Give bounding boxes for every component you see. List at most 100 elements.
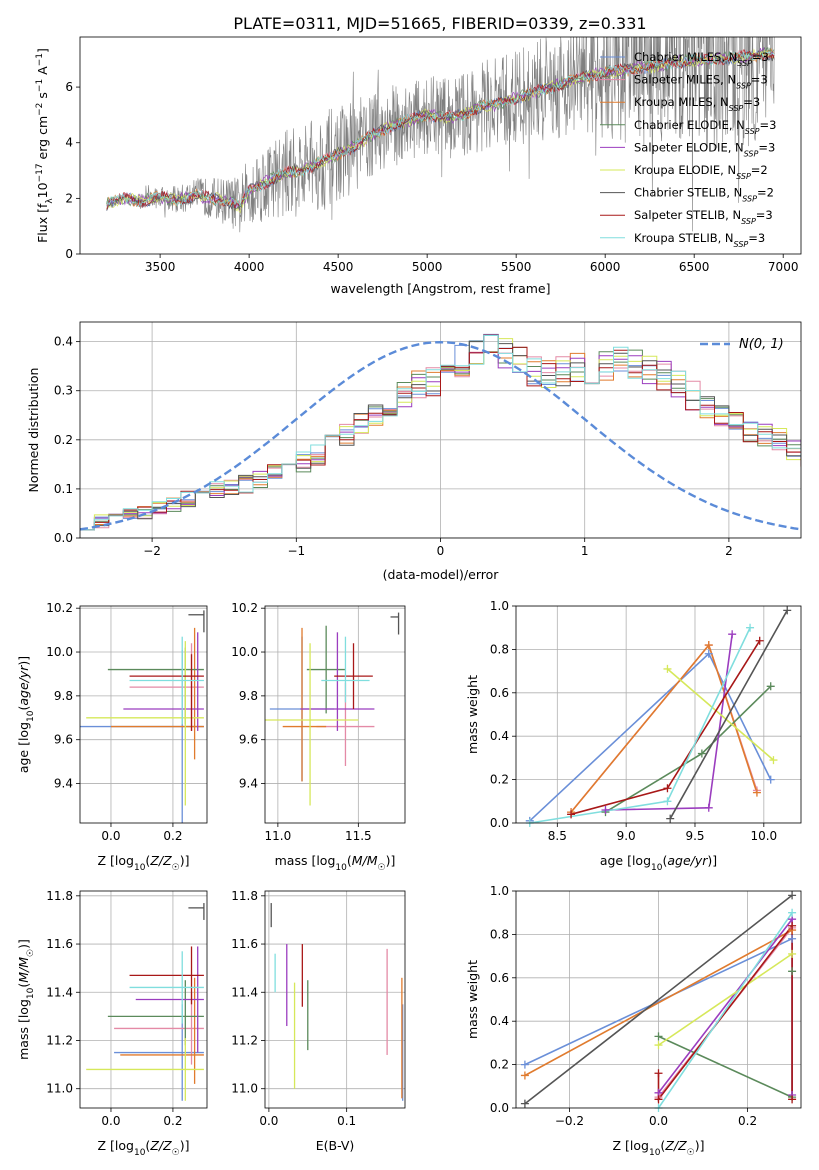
plot-area xyxy=(516,891,801,1108)
weight-marker xyxy=(788,967,797,976)
y-tick-label: 0.6 xyxy=(490,686,509,700)
y-tick-label: 11.8 xyxy=(46,889,73,903)
y-tick-label: 11.4 xyxy=(46,985,73,999)
panel-residuals: −2 −1 0 1 2 0.0 0.1 0.2 0.3 0.4 (data-model)/error… xyxy=(26,321,802,582)
legend-entry: Chabrier MILES, NSSP=3 xyxy=(634,50,769,68)
plot-area xyxy=(265,891,405,1108)
model-spectrum-kroupa-stelib xyxy=(106,51,775,208)
x-axis-label: E(B-V) xyxy=(316,1138,355,1153)
weight-line-kroupa-miles xyxy=(524,929,793,1077)
legend-entry: Chabrier STELIB, NSSP=2 xyxy=(634,186,774,204)
y-tick-label: 11.4 xyxy=(231,985,258,999)
panel-spectrum: 3500 4000 4500 5000 5500 6000 6500 7000 0 2 4 6 wave… xyxy=(35,36,802,296)
y-tick-label: 10.0 xyxy=(46,645,73,659)
weight-marker xyxy=(663,797,672,806)
legend-entry: Kroupa ELODIE, NSSP=2 xyxy=(634,163,768,181)
y-tick-label: 0.4 xyxy=(490,729,509,743)
x-axis-label: Z [log10(Z/Z☉)] xyxy=(613,1138,705,1158)
x-tick-label: 10.0 xyxy=(750,829,777,843)
x-tick-label: 11.0 xyxy=(265,829,292,843)
x-axis-label: Z [log10(Z/Z☉)] xyxy=(98,853,190,873)
y-tick-label: 6 xyxy=(65,80,73,94)
axes-frame xyxy=(264,890,406,1109)
y-tick-label: 1.0 xyxy=(490,884,509,898)
weight-marker xyxy=(769,756,778,765)
y-tick-label: 11.6 xyxy=(231,937,258,951)
y-tick-label: 10.2 xyxy=(46,601,73,615)
weight-marker xyxy=(788,908,797,917)
x-tick-label: 9.0 xyxy=(617,829,636,843)
x-tick-label: 4000 xyxy=(234,260,265,274)
plot-area xyxy=(80,891,207,1108)
y-tick-label: 2 xyxy=(65,191,73,205)
x-tick-label: 0.2 xyxy=(738,1114,757,1128)
x-tick-label: 0.2 xyxy=(163,829,182,843)
y-axis-label: mass [log10(M/M☉)] xyxy=(16,939,36,1060)
panel-age-vs-Z: 0.0 0.2 9.4 9.6 9.8 10.0 10.2 Z [log10(Z/Z☉)] ag… xyxy=(16,601,208,873)
legend: Chabrier MILES, NSSP=3 Salpeter MILES, NS… xyxy=(600,50,776,248)
observed-spectrum-line xyxy=(106,37,775,233)
x-tick-label: 11.5 xyxy=(345,829,372,843)
gaussian-curve xyxy=(80,340,801,531)
y-tick-label: 9.6 xyxy=(239,733,258,747)
axes-frame xyxy=(264,605,406,824)
y-tick-label: 11.2 xyxy=(231,1033,258,1047)
x-tick-label: 0 xyxy=(437,544,445,558)
x-tick-label: 2 xyxy=(725,544,733,558)
axes-frame xyxy=(515,605,802,824)
weight-marker xyxy=(788,891,797,900)
legend-entry: Salpeter ELODIE, NSSP=3 xyxy=(634,140,775,158)
x-tick-label: 7000 xyxy=(768,260,799,274)
weight-marker xyxy=(601,805,610,814)
weight-marker xyxy=(788,934,797,943)
weight-line-salpeter-stelib xyxy=(657,923,793,1102)
x-tick-label: 6000 xyxy=(590,260,621,274)
x-tick-label: 9.5 xyxy=(685,829,704,843)
axes-frame xyxy=(515,890,802,1109)
axes-frame xyxy=(79,605,208,824)
y-tick-label: 0.2 xyxy=(490,773,509,787)
x-tick-label: 1 xyxy=(581,544,589,558)
y-tick-label: 11.8 xyxy=(231,889,258,903)
weight-marker xyxy=(704,803,713,812)
weight-line-chabrier-stelib xyxy=(524,894,793,1105)
y-tick-label: 9.8 xyxy=(54,689,73,703)
y-tick-label: 11.6 xyxy=(46,937,73,951)
y-tick-label: 9.6 xyxy=(54,733,73,747)
y-axis-label: age [log10(age/yr)] xyxy=(16,656,36,773)
weight-marker xyxy=(663,784,672,793)
x-tick-label: 0.0 xyxy=(101,1114,120,1128)
x-tick-label: 0.1 xyxy=(337,1114,356,1128)
y-tick-label: 9.8 xyxy=(239,689,258,703)
weight-marker xyxy=(663,664,672,673)
x-tick-label: 5500 xyxy=(501,260,532,274)
y-tick-label: 0.8 xyxy=(490,642,509,656)
legend-entry: N(0, 1) xyxy=(739,337,784,352)
plot-area xyxy=(80,606,207,823)
y-tick-label: 0.2 xyxy=(490,1058,509,1072)
y-tick-label: 0.4 xyxy=(490,1014,509,1028)
legend-entry: Kroupa MILES, NSSP=3 xyxy=(634,95,760,113)
weight-marker xyxy=(654,1041,663,1050)
weight-marker xyxy=(728,630,737,639)
y-tick-label: 0.0 xyxy=(490,816,509,830)
x-tick-label: 3500 xyxy=(145,260,176,274)
legend-entry: Salpeter MILES, NSSP=3 xyxy=(634,73,768,91)
y-tick-label: 0.2 xyxy=(54,433,73,447)
legend-entry: Salpeter STELIB, NSSP=3 xyxy=(634,208,773,226)
weight-marker xyxy=(752,788,761,797)
weight-marker xyxy=(788,921,797,930)
x-axis-label: (data-model)/error xyxy=(383,567,500,582)
y-axis-label: mass weight xyxy=(465,675,480,754)
panel-weight-vs-age: 8.5 9.0 9.5 10.0 0.0 0.2 0.4 0.6 0.8 1.0 age [log1… xyxy=(465,599,802,873)
panel-age-vs-mass: 11.0 11.5 9.4 9.6 9.8 10.0 10.2 mass [log10(M/M… xyxy=(231,601,406,873)
y-tick-label: 10.2 xyxy=(231,601,258,615)
weight-marker xyxy=(704,641,713,650)
weight-marker xyxy=(520,1071,529,1080)
plot-area xyxy=(265,606,405,823)
model-spectrum-salpeter-stelib xyxy=(106,49,775,210)
weight-line-chabrier-stelib xyxy=(669,609,788,820)
y-tick-label: 0 xyxy=(65,247,73,261)
y-tick-label: 0.0 xyxy=(54,531,73,545)
